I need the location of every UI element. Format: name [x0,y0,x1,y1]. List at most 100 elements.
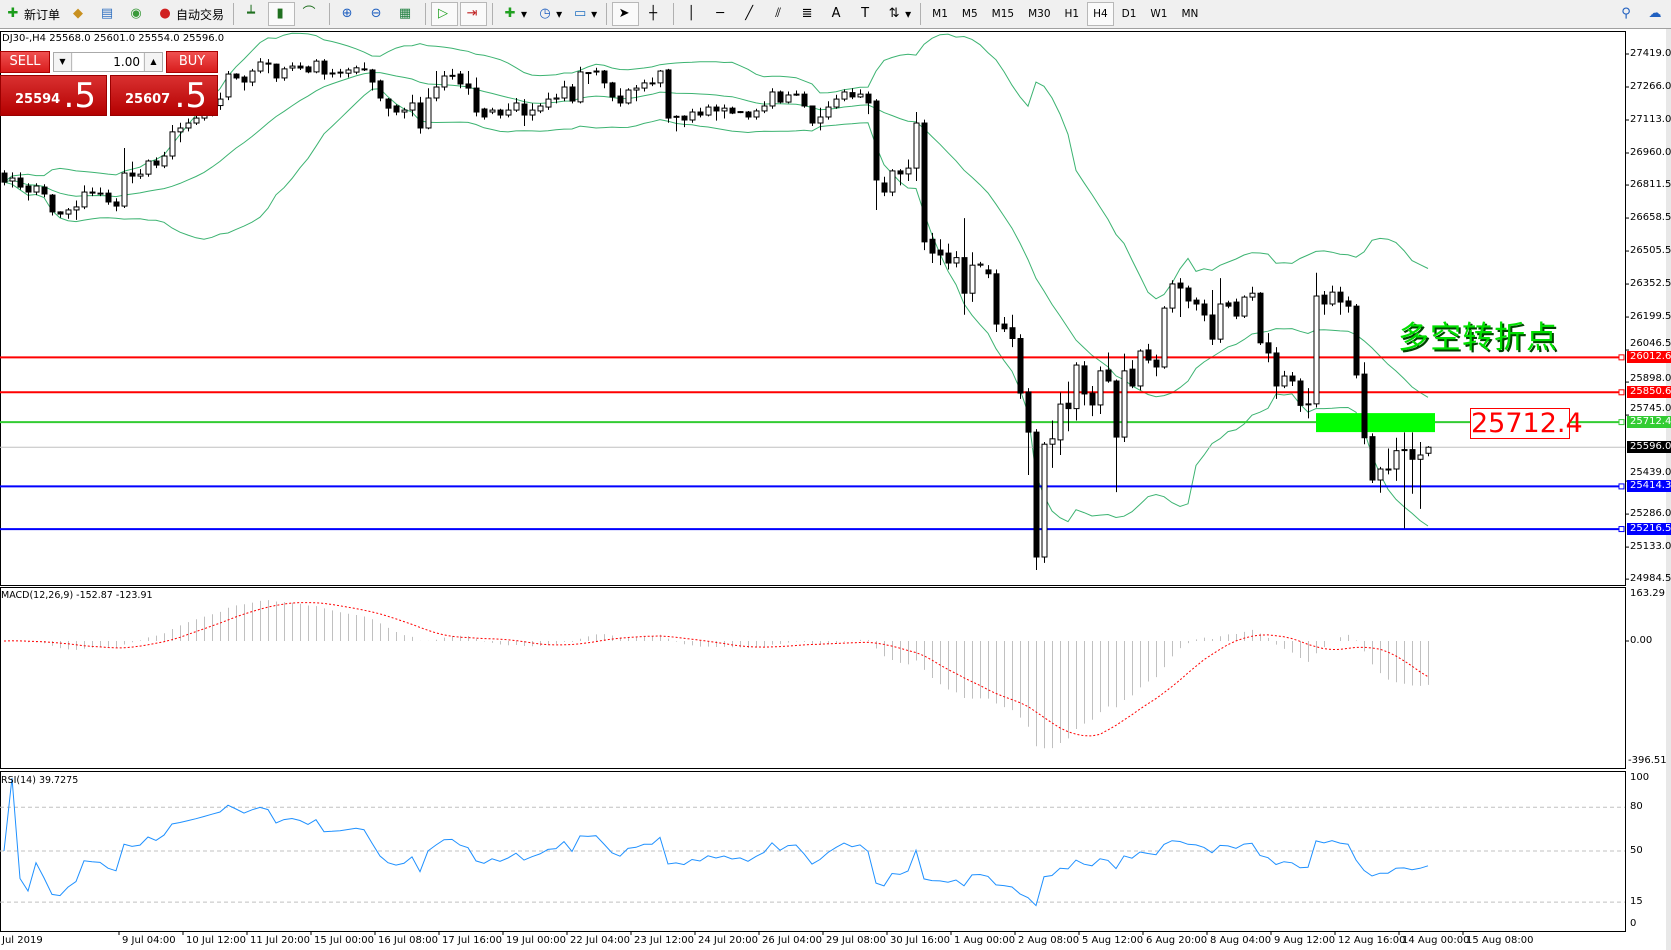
candle-bear [729,107,736,114]
time-axis-label: 9 Jul 04:00 [122,935,176,946]
candle-bear [1185,287,1192,302]
candle-bull [425,97,432,129]
timeframe-w1[interactable]: W1 [1150,8,1168,20]
zoom-in-button[interactable]: ⊕ [335,2,362,26]
price-axis-label: 25898.0 [1630,373,1671,385]
macd-zero-label: 0.00 [1630,635,1653,646]
text-button[interactable]: A [824,2,851,26]
line-handle[interactable] [1618,483,1625,490]
bar-chart-button[interactable]: ┷ [239,2,266,26]
price-axis-label: 26199.5 [1630,311,1671,322]
timeframe-mn[interactable]: MN [1181,8,1199,20]
auto-trading-button[interactable]: ● 自动交易 [153,2,228,26]
candle-bull [81,191,88,208]
timeframe-m1[interactable]: M1 [932,8,948,20]
new-order-label: 新订单 [24,7,61,22]
reversal-zone-rectangle[interactable] [1316,413,1435,433]
text-label-button[interactable]: T [853,2,880,26]
horizontal-line-button[interactable]: ─ [708,2,735,26]
chart-shift-button[interactable]: ⇥ [460,2,488,26]
candle-bear [1009,327,1016,340]
timeframe-m30[interactable]: M30 [1028,8,1051,20]
crosshair-button[interactable]: ┼ [641,2,668,26]
candle-bull [313,60,320,73]
price-axis-label: 26811.5 [1630,179,1671,190]
candle-bear [321,60,328,75]
line-handle[interactable] [1618,354,1625,361]
history-button[interactable]: ◆ [66,2,93,26]
candle-bull [633,87,640,91]
candle-bull [977,263,984,266]
vertical-line-button[interactable]: │ [679,2,706,26]
line-chart-button[interactable]: ⌒ [297,2,324,26]
timeframe-d1[interactable]: D1 [1121,8,1137,20]
line-handle[interactable] [1618,526,1625,533]
sell-price-button[interactable]: 25594 .5 [0,75,107,116]
buy-price-button[interactable]: 25607 .5 [110,75,218,116]
new-order-button[interactable]: ✚ 新订单 [1,2,64,26]
candle-bear [457,73,464,85]
candle-bull [409,102,416,111]
candle-bull [121,172,128,207]
rsi-level-label: 15 [1630,896,1643,908]
separator [233,3,235,25]
line-handle[interactable] [1618,419,1625,426]
search-button[interactable]: ⚲ [1614,2,1641,26]
channel-button[interactable]: ⫽ [766,2,793,26]
timeframe-m15[interactable]: M15 [991,8,1015,20]
candle-bull [289,65,296,69]
trendline-button[interactable]: ╱ [737,2,764,26]
reversal-point-annotation[interactable]: 多空转折点 [1398,320,1558,356]
candle-bear [1297,380,1304,406]
periods-button[interactable]: ◷ ▾ [533,2,566,26]
timeframe-h1[interactable]: H1 [1064,8,1080,20]
sell-button[interactable]: SELL [0,51,50,73]
templates-button[interactable]: ▭ ▾ [573,6,598,21]
horizontal-line-icon: ─ [716,6,725,21]
buy-button[interactable]: BUY [166,51,218,73]
lot-input[interactable]: 1.00 [73,53,143,71]
timeframe-h4[interactable]: H4 [1087,2,1114,26]
chart-canvas[interactable] [0,29,1671,950]
candle-bull [585,72,592,75]
candle-bear [41,186,48,195]
candle-bull [9,177,16,182]
candle-bear [473,87,480,113]
candle-bear [1105,369,1112,382]
auto-scroll-button[interactable]: ▷ [431,2,459,26]
timeframe-m5[interactable]: M5 [961,8,978,20]
zoom-out-button[interactable]: ⊖ [364,2,391,26]
candle-bear [1321,294,1328,305]
candle-bear [921,122,928,243]
tile-windows-button[interactable]: ▦ [393,2,420,26]
indicators-button[interactable]: ✚ ▾ [498,2,531,26]
price-label-annotation[interactable]: 25712.4 [1470,408,1583,439]
rsi-level-label: 80 [1630,801,1643,813]
candle-bear [241,76,248,83]
signals-button[interactable]: ◉ [124,2,151,26]
time-axis-label: 17 Jul 16:00 [442,935,502,946]
lot-stepper: ▼ 1.00 ▲ [53,52,163,72]
separator [920,3,922,25]
arrows-button[interactable]: ⇅ ▾ [882,2,915,26]
line-handle[interactable] [1618,389,1625,396]
price-axis-label: 25286.0 [1630,508,1671,520]
candle-bull [761,105,768,112]
chat-button[interactable]: ☁ [1643,2,1670,26]
terminal-button[interactable]: ▤ [95,2,122,26]
rsi-line [3,777,1429,907]
time-axis-label: 6 Aug 20:00 [1146,935,1208,946]
bb-lower-band [3,88,1429,527]
buy-price-frac: .5 [174,76,207,116]
lot-increase-button[interactable]: ▲ [144,53,162,71]
candle-bear [97,192,104,195]
candle-bear [601,70,608,84]
candlestick-button[interactable]: ▮ [268,2,296,26]
cursor-button[interactable]: ➤ [612,2,640,26]
candle-bear [25,185,32,193]
fibonacci-button[interactable]: ≣ [795,2,822,26]
candle-bear [297,65,304,69]
candle-bear [1289,375,1296,382]
lot-decrease-button[interactable]: ▼ [54,53,72,71]
price-axis-label: 25133.0 [1630,541,1671,553]
